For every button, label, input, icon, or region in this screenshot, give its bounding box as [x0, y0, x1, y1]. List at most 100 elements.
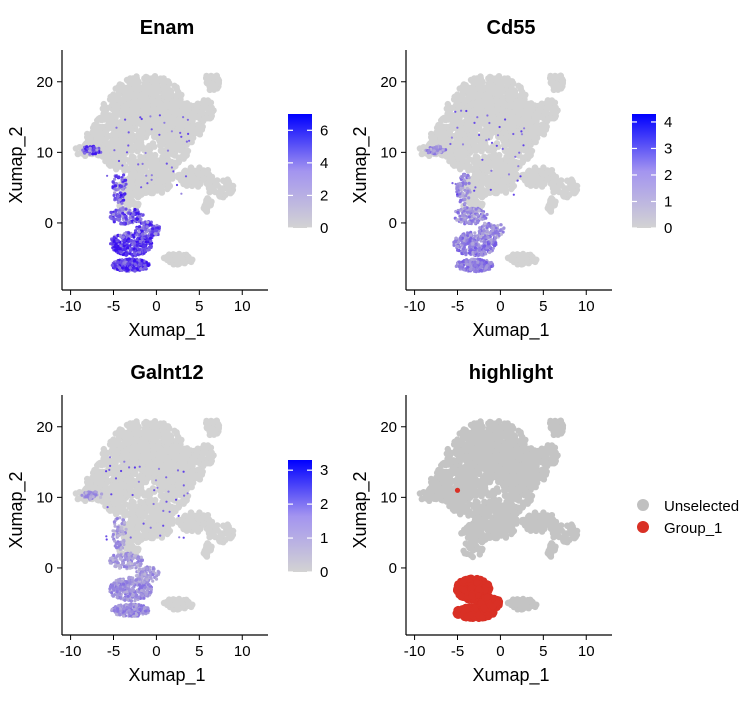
expressing-cell-point [119, 193, 123, 197]
cell-point [111, 107, 118, 114]
cell-point [155, 86, 162, 94]
expressing-cell-point [109, 214, 113, 218]
cell-point [196, 180, 203, 187]
expressing-cell-point [473, 231, 477, 235]
cell-point [503, 153, 510, 160]
x-tick-label: -5 [107, 298, 120, 315]
expressing-cell-point [150, 178, 153, 181]
cell-point [211, 188, 218, 195]
expressing-cell-point [468, 239, 472, 243]
cell-point [552, 104, 559, 111]
cell-point [464, 163, 471, 170]
cell-point [173, 101, 180, 108]
cell-point [507, 253, 515, 261]
cell-point [532, 138, 539, 146]
cell-point [178, 91, 185, 99]
cell-point [196, 128, 203, 136]
cell-point [539, 113, 546, 121]
expressing-cell-point [138, 214, 142, 218]
expressing-cell-point [112, 220, 116, 224]
expressing-cell-point [128, 266, 132, 270]
cell-point [555, 188, 562, 195]
cell-point [143, 81, 150, 88]
expressing-cell-point [487, 242, 491, 246]
cell-point [560, 192, 567, 199]
expressing-cell-point [170, 166, 173, 169]
expressing-cell-point [131, 213, 135, 217]
expressing-cell-point [115, 246, 119, 250]
expressing-cell-point [182, 116, 185, 119]
expressing-cell-point [125, 151, 129, 154]
cell-point [182, 176, 189, 184]
cell-point [522, 91, 529, 99]
expressing-cell-point [143, 244, 147, 248]
expressing-cell-point [116, 218, 120, 222]
cell-point [102, 147, 110, 154]
cell-point [500, 177, 508, 184]
expressing-cell-point [479, 239, 483, 243]
expressing-cell-point [115, 126, 118, 129]
cell-point [115, 147, 123, 155]
expressing-cell-point [158, 114, 161, 117]
expressing-cell-point [150, 174, 153, 177]
cell-point [123, 102, 130, 110]
expressing-cell-point [180, 192, 183, 195]
cell-point [166, 118, 174, 125]
cell-point [498, 98, 506, 105]
cell-point [475, 169, 482, 176]
expressing-cell-point [187, 132, 190, 135]
expressing-cell-point [124, 253, 128, 257]
cell-point [183, 100, 191, 107]
cell-point [491, 85, 499, 93]
cell-point [510, 182, 518, 190]
expressing-cell-point [132, 266, 136, 270]
cell-point [152, 184, 159, 191]
expressing-cell-point [141, 213, 145, 217]
expressing-cell-point [149, 239, 153, 243]
cell-point [102, 127, 110, 134]
expressing-cell-point [121, 221, 125, 225]
cell-point [177, 171, 184, 179]
cell-point [141, 104, 149, 111]
cell-point [159, 153, 166, 160]
expressing-cell-point [128, 216, 132, 220]
cell-point [494, 166, 501, 174]
expressing-cell-point [170, 130, 173, 133]
y-tick-label: 10 [36, 144, 53, 161]
cell-point [529, 131, 536, 138]
cell-point [138, 96, 145, 104]
expressing-cell-point [140, 232, 145, 236]
cell-point [135, 200, 142, 208]
cell-point [150, 166, 157, 174]
cell-point [196, 164, 203, 171]
expressing-cell-point [109, 210, 113, 214]
expressing-cell-point [151, 230, 155, 234]
cell-point [104, 152, 111, 159]
cell-point [189, 117, 196, 124]
expressing-cell-point [155, 228, 159, 232]
cell-point [524, 135, 531, 142]
expressing-cell-point [124, 266, 128, 270]
expressing-cell-point [135, 217, 139, 221]
cell-point [458, 162, 465, 169]
cell-point [193, 103, 201, 111]
expressing-cell-point [113, 149, 116, 152]
cell-point [108, 143, 115, 150]
expressing-cell-point [116, 187, 120, 191]
cell-point [130, 136, 137, 143]
cell-point [151, 73, 159, 80]
expressing-cell-point [175, 183, 179, 187]
cell-point [510, 123, 517, 130]
cell-point [540, 128, 547, 136]
expressing-cell-point [458, 236, 462, 240]
cell-point [102, 109, 109, 117]
cell-point [127, 130, 134, 137]
cell-point [529, 255, 536, 262]
cell-point [182, 153, 189, 160]
expressing-cell-point [93, 152, 97, 156]
expressing-cell-point [125, 234, 129, 238]
expressing-cell-point [146, 220, 150, 224]
cell-point [446, 109, 453, 117]
cell-point [149, 141, 156, 148]
